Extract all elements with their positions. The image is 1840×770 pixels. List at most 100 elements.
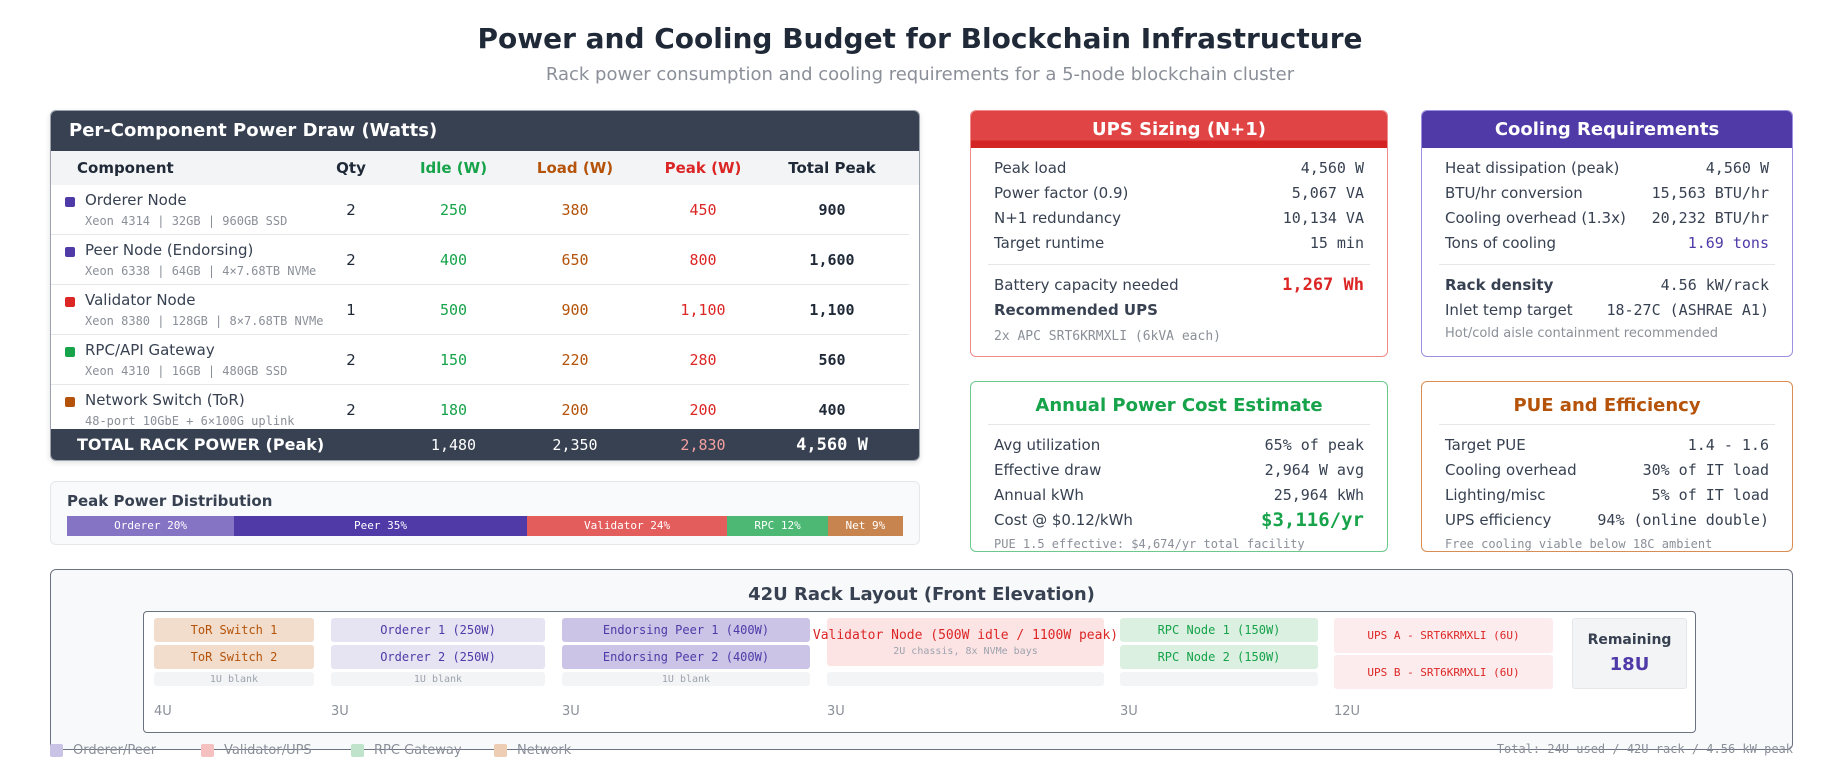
idle-cell: 250 [439,200,468,219]
metric-label: Power factor (0.9) [994,184,1129,202]
rack-blank [827,672,1104,686]
rack-blank-1u: 1U blank [562,672,810,686]
rack-orderer-2[interactable]: Orderer 2 (250W) [331,645,545,669]
metric-row: Target runtime 15 min [994,231,1364,256]
idle-cell: 400 [439,250,468,269]
unit-label: 3U [562,704,580,719]
distribution-segment: Net 9% [827,516,903,536]
component-name: Network Switch (ToR) [85,391,245,409]
table-row: Validator Node Xeon 8380 | 128GB | 8×7.68… [51,285,909,335]
ups-title: UPS Sizing (N+1) [971,111,1387,148]
pue-title: PUE and Efficiency [1439,382,1775,425]
component-cell: Network Switch (ToR) 48-port 10GbE + 6×10… [51,391,321,428]
load-cell: 650 [561,250,589,269]
metric-value: 5,067 VA [1291,184,1364,202]
inlet-temp-label: Inlet temp target [1445,301,1573,319]
color-swatch [65,397,75,407]
total-idle: 1,480 [430,435,477,454]
rack-blank [1120,672,1318,686]
metric-value: 1.4 - 1.6 [1687,436,1769,454]
metric-label: Target PUE [1445,436,1526,454]
unit-label: 12U [1334,704,1361,719]
unit-label: 3U [827,704,845,719]
annual-power-cost-card: Annual Power Cost Estimate Avg utilizati… [970,381,1388,552]
cost-value: $3,116/yr [1261,509,1364,531]
legend-label: RPC Gateway [374,742,462,758]
metric-value: 94% (online double) [1597,511,1769,529]
legend-label: Network [517,742,572,758]
page-title: Power and Cooling Budget for Blockchain … [477,22,1363,55]
peak-cell: 800 [689,250,717,269]
header-qty: Qty [336,159,366,177]
component-spec: Xeon 6338 | 64GB | 4×7.68TB NVMe [85,264,317,278]
remaining-value: 18U [1609,654,1650,675]
metric-label: Annual kWh [994,486,1084,504]
component-cell: Peer Node (Endorsing) Xeon 6338 | 64GB | … [51,241,321,278]
metric-row: N+1 redundancy 10,134 VA [994,206,1364,231]
rack-tor-switch-1[interactable]: ToR Switch 1 [154,618,314,642]
metric-label: Heat dissipation (peak) [1445,159,1620,177]
component-spec: Xeon 8380 | 128GB | 8×7.68TB NVMe [85,314,324,328]
recommended-ups-value: 2x APC SRT6KRMXLI (6kVA each) [994,329,1221,344]
metric-row: Cooling overhead (1.3x) 20,232 BTU/hr [1445,206,1769,231]
distribution-segment: RPC 12% [727,516,828,536]
table-row: Network Switch (ToR) 48-port 10GbE + 6×10… [51,385,909,435]
metric-label: Cooling overhead [1445,461,1577,479]
metric-row: Avg utilization 65% of peak [994,433,1364,458]
rack-validator-node[interactable]: Validator Node (500W idle / 1100W peak) … [813,618,1118,666]
total-peak: 2,830 [680,435,726,454]
rack-rpc-node-1[interactable]: RPC Node 1 (150W) [1120,618,1318,642]
peak-power-distribution-card: Peak Power Distribution Orderer 20% Peer … [50,481,920,545]
cooling-title: Cooling Requirements [1422,111,1792,148]
legend-label: Orderer/Peer [73,742,157,758]
component-name: Validator Node [85,291,196,309]
peak-cell: 200 [689,400,717,419]
total-peak-cell: 1,100 [809,300,855,319]
metric-row: Power factor (0.9) 5,067 VA [994,181,1364,206]
metric-value: 10,134 VA [1282,209,1364,227]
metric-row: Tons of cooling 1.69 tons [1445,231,1769,256]
header-idle: Idle (W) [419,159,488,177]
battery-value: 1,267 Wh [1282,275,1364,295]
rack-endorsing-peer-2[interactable]: Endorsing Peer 2 (400W) [562,645,810,669]
legend-swatch [50,743,63,757]
cost-note: PUE 1.5 effective: $4,674/yr total facil… [994,537,1305,551]
header-load: Load (W) [536,159,614,177]
unit-label: 3U [1120,704,1138,719]
rack-endorsing-peer-1[interactable]: Endorsing Peer 1 (400W) [562,618,810,642]
metric-row: Effective draw 2,964 W avg [994,458,1364,483]
pue-efficiency-card: PUE and Efficiency Target PUE 1.4 - 1.6 Co… [1421,381,1793,552]
power-table-title: Per-Component Power Draw (Watts) [51,111,919,151]
load-cell: 200 [561,400,589,419]
legend-swatch [494,743,507,757]
total-load: 2,350 [552,435,598,454]
legend-validator-ups: Validator/UPS [201,741,312,759]
component-name: RPC/API Gateway [85,341,215,359]
distribution-title: Peak Power Distribution [67,492,273,510]
rack-orderer-1[interactable]: Orderer 1 (250W) [331,618,545,642]
rack-ups-b[interactable]: UPS B - SRT6KRMXLI (6U) [1334,655,1553,689]
qty-cell: 2 [346,350,356,369]
total-peak-cell: 560 [818,350,846,369]
peak-cell: 1,100 [680,300,726,319]
metric-label: Peak load [994,159,1067,177]
metric-value: 2,964 W avg [1264,461,1364,479]
idle-cell: 500 [439,300,468,319]
table-header: Component Qty Idle (W) Load (W) Peak (W)… [51,151,919,185]
battery-label: Battery capacity needed [994,276,1179,294]
distribution-segment: Orderer 20% [67,516,235,536]
rack-tor-switch-2[interactable]: ToR Switch 2 [154,645,314,669]
metric-value: 15 min [1309,234,1364,252]
component-cell: Validator Node Xeon 8380 | 128GB | 8×7.68… [51,291,324,328]
header-component: Component [77,159,174,177]
rack-ups-a[interactable]: UPS A - SRT6KRMXLI (6U) [1334,618,1553,653]
metric-value: 20,232 BTU/hr [1651,209,1769,227]
metric-row: Cooling overhead 30% of IT load [1445,458,1769,483]
metric-label: Target runtime [994,234,1105,252]
header-total: Total Peak [788,159,876,177]
rack-rpc-node-2[interactable]: RPC Node 2 (150W) [1120,645,1318,669]
cooling-requirements-card: Cooling Requirements Heat dissipation (p… [1421,110,1793,357]
peak-cell: 450 [689,200,717,219]
rack-blank-1u: 1U blank [331,672,545,686]
component-spec: Xeon 4314 | 32GB | 960GB SSD [85,214,288,228]
